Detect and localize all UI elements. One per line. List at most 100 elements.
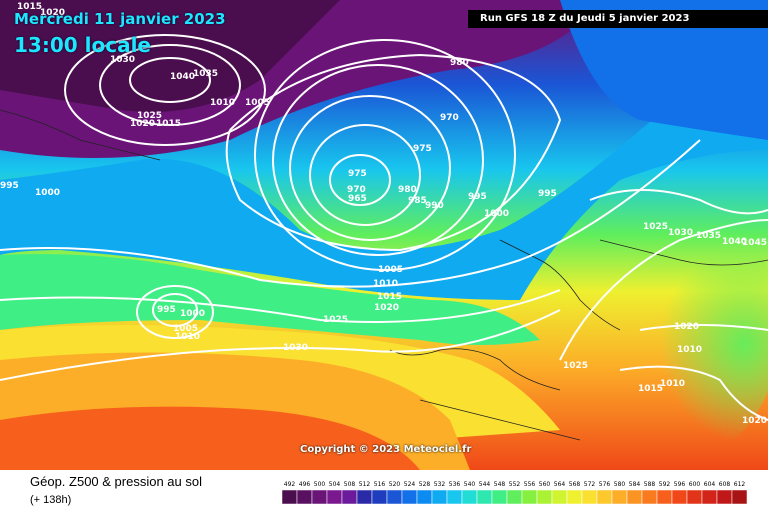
legend-tick-label: 512 <box>359 481 371 488</box>
isobar-label: 995 <box>0 181 19 191</box>
legend-tick-label: 600 <box>689 481 701 488</box>
isobar-label: 990 <box>425 201 444 211</box>
isobar-label: 1025 <box>563 361 588 371</box>
legend-swatch <box>431 489 448 505</box>
color-scale-legend: 492 496 500 504 508 512 516 520 524 528 532 536 540 5… <box>282 481 748 505</box>
isobar-label: 1010 <box>373 279 398 289</box>
legend-tick-label: 492 <box>284 481 296 488</box>
legend-swatch <box>461 489 478 505</box>
legend-tick-label: 532 <box>434 481 446 488</box>
isobar-label: 1005 <box>378 265 403 275</box>
isobar-label: 1000 <box>180 309 205 319</box>
isobar-label: 1015 <box>17 2 42 12</box>
legend-tick-label: 572 <box>584 481 596 488</box>
legend-swatch <box>581 489 598 505</box>
coastlines <box>0 109 768 441</box>
isobar-label: 980 <box>398 185 417 195</box>
isobar-label: 1035 <box>696 231 721 241</box>
z500-band-cyan <box>0 60 768 300</box>
legend-tick-label: 564 <box>554 481 566 488</box>
isobar-label: 1030 <box>110 55 135 65</box>
legend-swatch <box>416 489 433 505</box>
z500-band-darkpurple <box>0 0 340 112</box>
legend-tick-label: 568 <box>569 481 581 488</box>
footer-panel: Géop. Z500 & pression au sol (+ 138h) 49… <box>0 470 768 512</box>
legend-swatch <box>611 489 628 505</box>
legend-tick-label: 612 <box>734 481 746 488</box>
isobar-label: 970 <box>347 185 366 195</box>
isobar-label: 1040 <box>170 72 195 82</box>
legend-tick-label: 576 <box>599 481 611 488</box>
legend-tick-label: 508 <box>344 481 356 488</box>
copyright-text: Copyright © 2023 Meteociel.fr <box>300 444 472 455</box>
isobar-label: 1030 <box>283 343 308 353</box>
isobar-label: 1035 <box>193 69 218 79</box>
legend-swatch <box>476 489 493 505</box>
legend-tick-label: 528 <box>419 481 431 488</box>
legend-tick-label: 608 <box>719 481 731 488</box>
legend-swatch <box>296 489 313 505</box>
legend-tick-label: 556 <box>524 481 536 488</box>
legend-swatch <box>521 489 538 505</box>
legend-swatch <box>731 489 748 505</box>
isobar-label: 995 <box>468 192 487 202</box>
isobar-label: 1005 <box>173 324 198 334</box>
legend-swatch <box>446 489 463 505</box>
legend-tick-label: 588 <box>644 481 656 488</box>
legend-swatch <box>356 489 373 505</box>
weather-map: 1015 1020 1030 1040 1035 1010 1005 1025 … <box>0 0 768 470</box>
isobar-label: 985 <box>408 196 427 206</box>
legend-tick-label: 596 <box>674 481 686 488</box>
map-canvas: 1015 1020 1030 1040 1035 1010 1005 1025 … <box>0 0 768 470</box>
isobar-label: 995 <box>157 305 176 315</box>
legend-tick-label: 520 <box>389 481 401 488</box>
legend-tick-label: 592 <box>659 481 671 488</box>
legend-tick-label: 548 <box>494 481 506 488</box>
isobar-label: 1010 <box>175 332 200 342</box>
map-title: Géop. Z500 & pression au sol <box>30 474 202 489</box>
legend-tick-label: 496 <box>299 481 311 488</box>
legend-tick-label: 540 <box>464 481 476 488</box>
isobar-label: 1000 <box>35 188 60 198</box>
isobar-label: 1025 <box>643 222 668 232</box>
legend-tick-label: 584 <box>629 481 641 488</box>
isobar-label: 1040 <box>722 237 747 247</box>
legend-tick-label: 516 <box>374 481 386 488</box>
isobar-label: 1045 <box>742 238 767 248</box>
legend-swatch <box>671 489 688 505</box>
isobar-label: 1010 <box>210 98 235 108</box>
legend-swatch <box>311 489 328 505</box>
forecast-lead: (+ 138h) <box>30 494 72 506</box>
isobar-label: 965 <box>348 194 367 204</box>
legend-tick-label: 504 <box>329 481 341 488</box>
legend-tick-label: 604 <box>704 481 716 488</box>
legend-swatch <box>371 489 388 505</box>
legend-swatch <box>641 489 658 505</box>
legend-swatch <box>341 489 358 505</box>
legend-swatch <box>686 489 703 505</box>
isobar-label: 1020 <box>374 303 399 313</box>
legend-swatch <box>326 489 343 505</box>
legend-swatch <box>716 489 733 505</box>
legend-swatch <box>506 489 523 505</box>
isobar-label: 970 <box>440 113 459 123</box>
isobar-label: 1020 <box>130 119 155 129</box>
legend-swatch <box>701 489 718 505</box>
isobar-label: 1015 <box>377 292 402 302</box>
legend-tick-label: 544 <box>479 481 491 488</box>
isobar-label: 1025 <box>323 315 348 325</box>
z500-band-east-green <box>540 190 768 470</box>
forecast-local-time: 13:00 locale <box>14 33 151 57</box>
isobar-label: 975 <box>348 169 367 179</box>
legend-tick-label: 560 <box>539 481 551 488</box>
legend-tick-label: 500 <box>314 481 326 488</box>
isobar-label: 1005 <box>245 98 270 108</box>
isobar-label: 1010 <box>677 345 702 355</box>
legend-tick-label: 536 <box>449 481 461 488</box>
legend-swatch <box>536 489 553 505</box>
legend-swatch <box>626 489 643 505</box>
isobar-label: 975 <box>413 144 432 154</box>
legend-swatch <box>566 489 583 505</box>
legend-tick-label: 552 <box>509 481 521 488</box>
legend-swatch <box>401 489 418 505</box>
